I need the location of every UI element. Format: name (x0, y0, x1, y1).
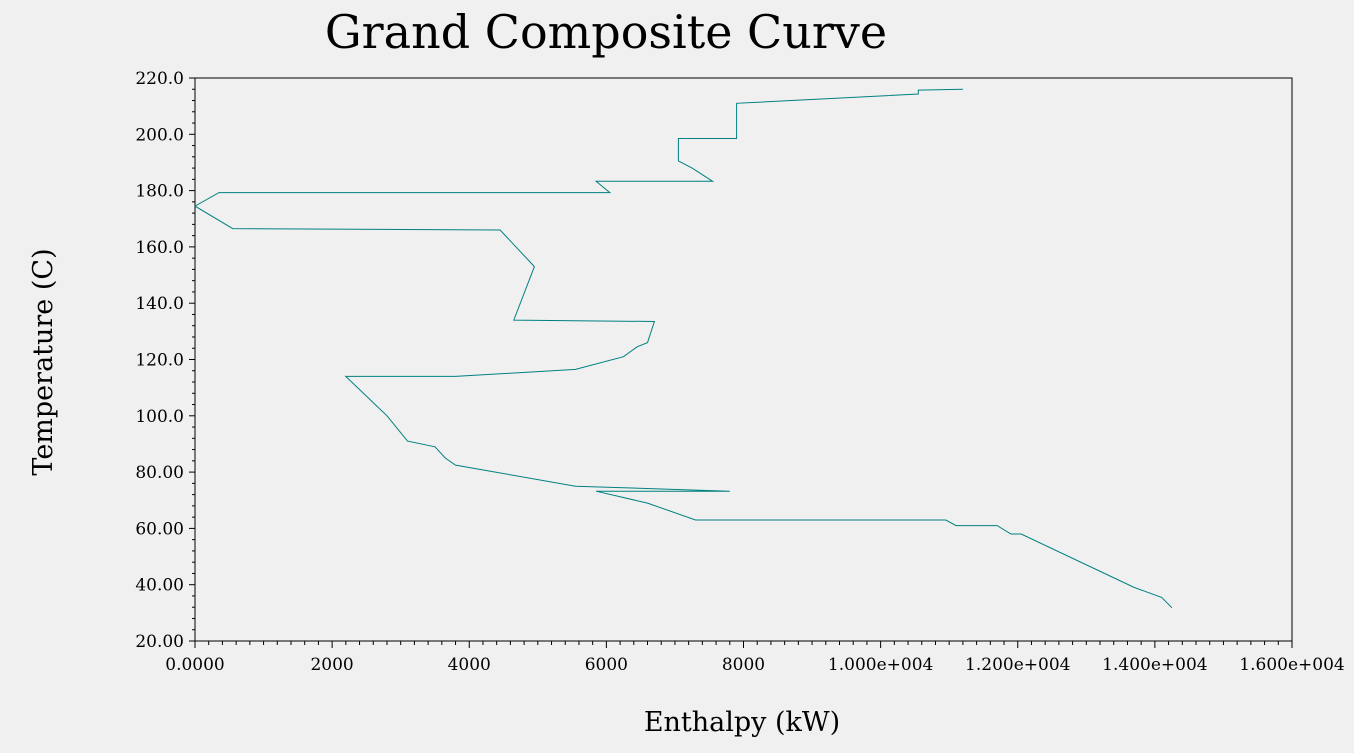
y-axis-label: Temperature (C) (28, 248, 59, 475)
y-tick-label: 200.0 (135, 125, 184, 145)
x-tick-label: 1.000e+004 (828, 655, 933, 675)
x-tick-label: 1.200e+004 (965, 655, 1070, 675)
plot-area (194, 77, 1293, 642)
y-tick-label: 180.0 (135, 182, 184, 202)
y-tick-label: 100.0 (135, 407, 184, 427)
x-tick-label: 6000 (585, 655, 628, 675)
x-axis-label: Enthalpy (kW) (644, 707, 840, 738)
x-tick-label: 1.600e+004 (1239, 655, 1344, 675)
x-tick-label: 1.400e+004 (1102, 655, 1207, 675)
y-tick-label: 220.0 (135, 69, 184, 89)
series-line (194, 88, 1173, 609)
x-tick-label: 8000 (722, 655, 765, 675)
y-tick-label: 60.00 (135, 519, 184, 539)
y-tick-label: 40.00 (135, 576, 184, 596)
x-tick-label: 0.0000 (165, 655, 224, 675)
x-axis: 0.0000 2000 4000 6000 8000 1.000e+004 1.200e+0… (165, 641, 1345, 675)
y-tick-label: 20.00 (135, 632, 184, 652)
chart-title: Grand Composite Curve (325, 5, 887, 59)
y-tick-label: 160.0 (135, 238, 184, 258)
x-tick-label: 2000 (310, 655, 353, 675)
series-group (194, 88, 1173, 609)
y-tick-label: 140.0 (135, 294, 184, 314)
y-tick-label: 80.00 (135, 463, 184, 483)
y-axis: 20.00 40.00 60.00 80.00 100.0 120.0 140.0 160.0… (135, 69, 195, 652)
x-tick-label: 4000 (448, 655, 491, 675)
y-tick-label: 120.0 (135, 351, 184, 371)
